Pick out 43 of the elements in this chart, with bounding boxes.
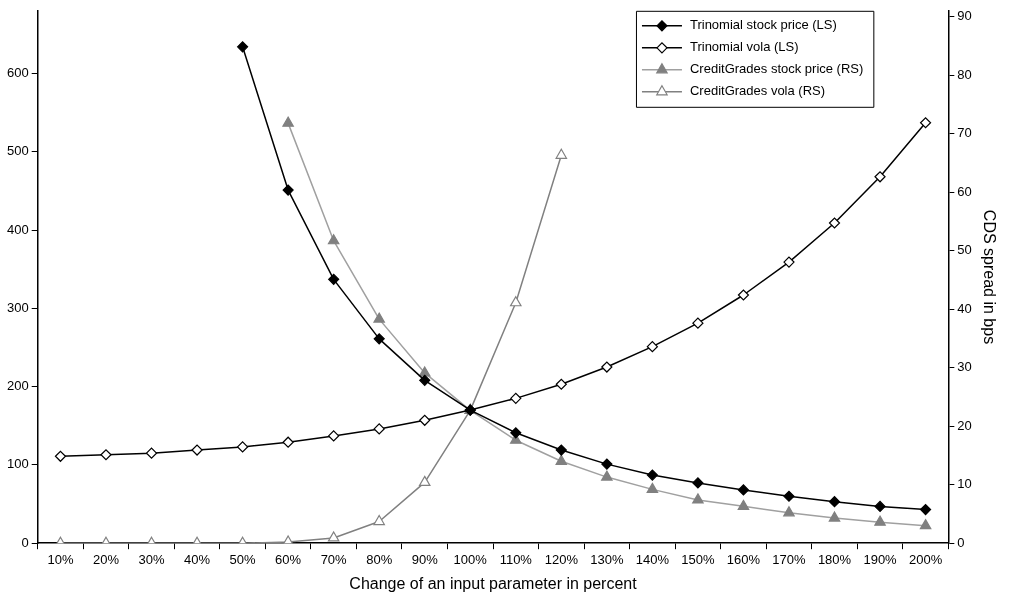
x-tick-label: 50% [229,551,257,567]
y-tick-label: 200 [6,378,29,394]
x-tick-label: 120% [544,551,579,567]
y2-tick-label: 50 [957,242,972,258]
legend-label: Trinomial stock price (LS) [689,17,837,33]
y2-tick-label: 90 [957,8,972,24]
x-tick-label: 10% [47,551,74,567]
x-tick-label: 170% [772,551,807,567]
x-tick-label: 100% [453,551,488,567]
x-tick-label: 130% [590,551,624,567]
y2-tick-label: 70 [957,125,972,141]
y-tick-label: 400 [6,221,29,237]
x-tick-label: 90% [411,551,439,567]
x-tick-label: 70% [320,551,348,567]
y2-tick-label: 80 [957,66,972,82]
x-tick-label: 30% [138,551,165,567]
legend-label: Trinomial vola (LS) [689,39,799,55]
x-axis-title: Change of an input parameter in percent [349,574,638,592]
x-tick-label: 140% [635,551,670,567]
y-tick-label: 100 [6,456,29,472]
y-tick-label: 300 [6,299,29,315]
x-tick-label: 80% [366,551,393,567]
x-tick-label: 200% [908,551,943,567]
y2-tick-label: 10 [957,476,972,492]
y2-tick-label: 60 [957,183,972,199]
x-tick-label: 160% [726,551,761,567]
y-tick-label: 0 [21,534,29,550]
x-tick-label: 150% [681,551,715,567]
x-tick-label: 20% [92,551,120,567]
y2-tick-label: 30 [957,359,972,375]
y2-tick-label: 40 [957,300,972,316]
y2-tick-label: 20 [957,417,972,433]
y2-axis-title: CDS spread in bps [980,209,998,345]
legend-label: CreditGrades vola (RS) [689,83,826,99]
x-tick-label: 180% [817,551,852,567]
y2-tick-label: 0 [957,534,965,550]
x-tick-label: 190% [863,551,898,567]
y-tick-label: 500 [6,143,29,159]
y-tick-label: 600 [6,65,29,81]
x-tick-label: 110% [499,551,533,567]
x-tick-label: 40% [184,551,211,567]
x-tick-label: 60% [275,551,302,567]
legend-label: CreditGrades stock price (RS) [689,61,864,77]
